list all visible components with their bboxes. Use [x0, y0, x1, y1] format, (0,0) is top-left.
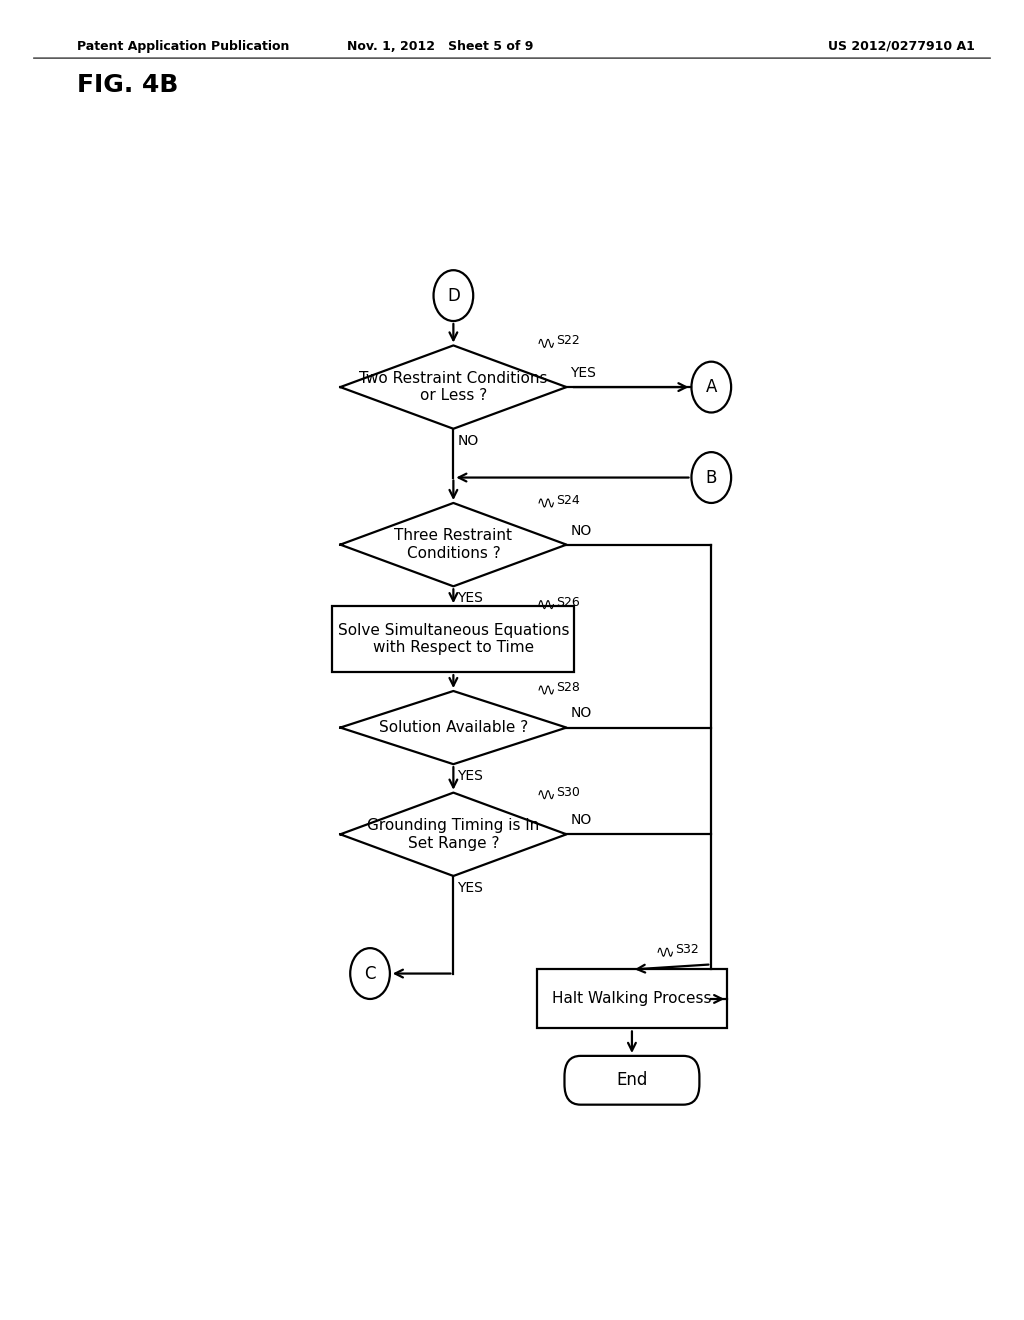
Text: Solution Available ?: Solution Available ?	[379, 721, 528, 735]
Text: S28: S28	[557, 681, 581, 694]
Text: Three Restraint
Conditions ?: Three Restraint Conditions ?	[394, 528, 512, 561]
Text: NO: NO	[458, 434, 478, 447]
Text: Patent Application Publication: Patent Application Publication	[77, 40, 289, 53]
Text: B: B	[706, 469, 717, 487]
Text: End: End	[616, 1072, 647, 1089]
Text: NO: NO	[570, 813, 592, 828]
Text: Solve Simultaneous Equations
with Respect to Time: Solve Simultaneous Equations with Respec…	[338, 623, 569, 655]
Text: YES: YES	[458, 591, 483, 606]
Text: YES: YES	[458, 770, 483, 783]
Text: YES: YES	[458, 880, 483, 895]
Text: NO: NO	[570, 524, 592, 537]
Text: Nov. 1, 2012   Sheet 5 of 9: Nov. 1, 2012 Sheet 5 of 9	[347, 40, 534, 53]
Text: S26: S26	[557, 595, 581, 609]
Text: FIG. 4B: FIG. 4B	[77, 73, 178, 96]
Text: S32: S32	[676, 944, 699, 956]
Text: US 2012/0277910 A1: US 2012/0277910 A1	[827, 40, 975, 53]
Bar	[333, 606, 574, 672]
Text: A: A	[706, 378, 717, 396]
Text: S30: S30	[557, 785, 581, 799]
Text: S22: S22	[557, 334, 581, 347]
Text: YES: YES	[570, 366, 596, 380]
Text: C: C	[365, 965, 376, 982]
Bar	[537, 969, 727, 1028]
Text: D: D	[446, 286, 460, 305]
Text: Two Restraint Conditions
or Less ?: Two Restraint Conditions or Less ?	[359, 371, 548, 404]
Text: NO: NO	[570, 706, 592, 721]
Text: Grounding Timing is in
Set Range ?: Grounding Timing is in Set Range ?	[368, 818, 540, 850]
Text: S24: S24	[557, 494, 581, 507]
Text: Halt Walking Process: Halt Walking Process	[552, 991, 712, 1006]
